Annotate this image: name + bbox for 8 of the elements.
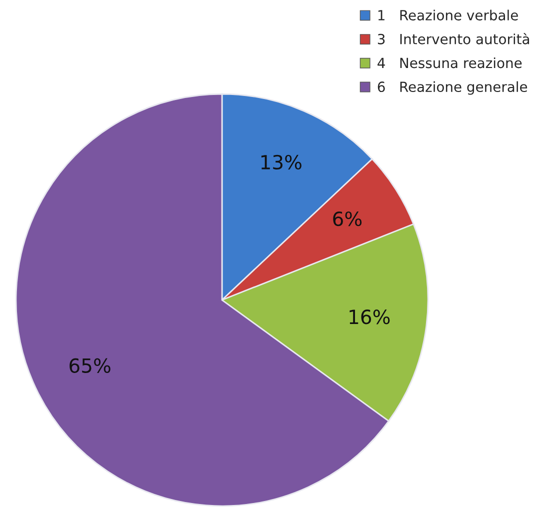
data-label: 16% (350, 310, 390, 324)
data-label: 65% (70, 358, 110, 373)
data-label: 13% (261, 154, 302, 170)
legend-label: 6 Reazione generale (378, 81, 528, 95)
data-label: 6% (333, 211, 362, 226)
legend-label: 1 Reazione verbale (378, 10, 518, 20)
legend-label: 4 Nessuna reazione (378, 57, 522, 68)
legend-label: 3 Intervento autorità (378, 33, 530, 44)
